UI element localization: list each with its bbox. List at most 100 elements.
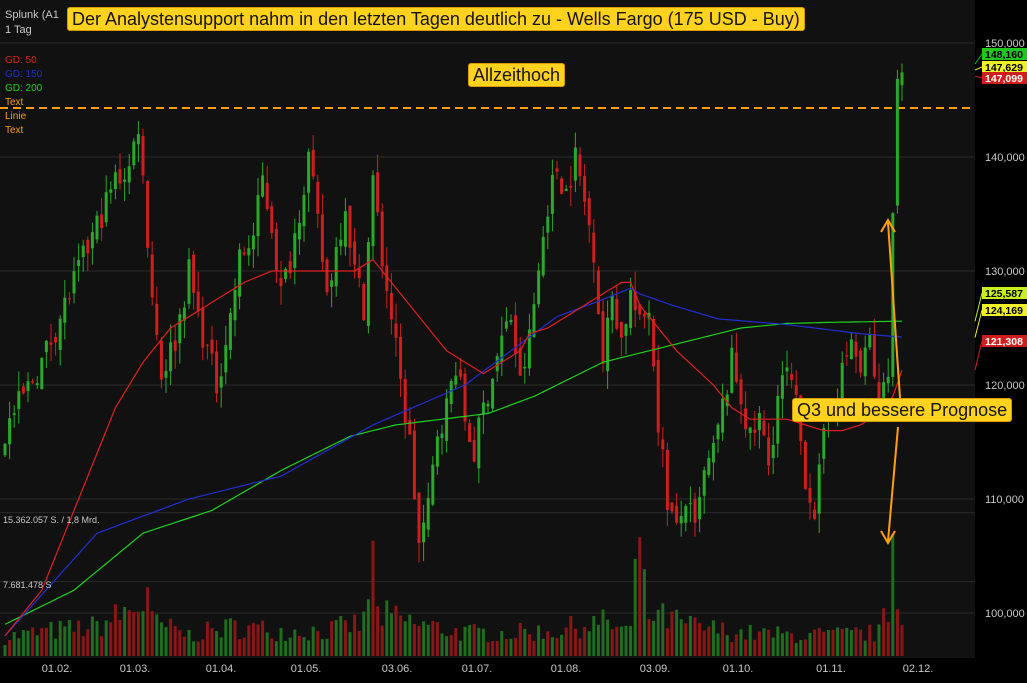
candle-body (357, 268, 361, 278)
candle-body (118, 169, 122, 184)
volume-bar (550, 637, 554, 656)
volume-bar (422, 621, 426, 656)
volume-bar (849, 630, 853, 656)
annotation-arrows (880, 218, 901, 545)
candle-body (196, 291, 200, 312)
volume-bar (357, 630, 361, 656)
volume-bar (780, 633, 784, 656)
volume-bar (261, 620, 265, 656)
volume-bar (408, 614, 412, 656)
volume-bar (44, 627, 48, 656)
candle-body (81, 245, 85, 258)
candle-body (840, 362, 844, 401)
plot-area (0, 0, 975, 658)
candle-body (150, 254, 154, 298)
volume-bar (504, 638, 508, 656)
price-badge-label: 125,587 (985, 288, 1023, 300)
y-tick-label: 120,000 (985, 380, 1025, 392)
volume-bar (343, 620, 347, 656)
candle-body (67, 298, 71, 300)
candle-body (265, 182, 269, 209)
volume-bar (123, 606, 127, 656)
volume-bar (477, 627, 481, 656)
volume-bar (58, 620, 62, 656)
candle-body (49, 342, 53, 345)
candle-body (615, 298, 619, 329)
candle-body (389, 293, 393, 320)
volume-bar (688, 615, 692, 656)
volume-bar (573, 628, 577, 656)
volume-bar (371, 540, 375, 656)
price-badge-bg (982, 72, 1027, 84)
volume-bar (182, 636, 186, 656)
sma150-line (4, 287, 903, 637)
volume-bar (721, 622, 725, 656)
candle-body (882, 382, 886, 398)
x-tick-label: 03.09. (640, 663, 671, 675)
candle-body (343, 211, 347, 247)
volume-bar (532, 640, 536, 656)
price-badge-tick (974, 309, 983, 338)
candle-body (665, 450, 669, 510)
candle-body (500, 335, 504, 363)
candle-body (656, 359, 660, 433)
volume-bar (164, 627, 168, 656)
candle-body (159, 341, 163, 380)
volume-bar (468, 625, 472, 656)
candle-body (136, 134, 140, 145)
price-badge-bg (982, 335, 1027, 347)
candle-body (72, 271, 76, 294)
candle-body (684, 505, 688, 523)
volume-bar (219, 637, 223, 656)
candle-body (371, 175, 375, 247)
volume-bar (187, 629, 191, 656)
volume-bar (284, 641, 288, 656)
volume-bar (836, 627, 840, 656)
volume-bar (638, 537, 642, 656)
headline-banner: Der Analystensupport nahm in den letzten… (67, 7, 805, 31)
volume-bar (555, 637, 559, 656)
candle-body (872, 334, 876, 377)
candle-body (164, 371, 168, 378)
volume-bar (624, 625, 628, 656)
volume-bar (711, 620, 715, 656)
candle-body (297, 222, 301, 240)
candle-body (504, 321, 508, 329)
candle-body (757, 412, 761, 431)
candle-body (895, 78, 899, 206)
volume-bar (734, 634, 738, 656)
volume-bar (776, 626, 780, 656)
candle-body (417, 492, 421, 544)
volume-bar (886, 621, 890, 656)
candle-body (468, 423, 472, 442)
volume-bar (656, 609, 660, 656)
volume-bar (77, 620, 81, 656)
candle-body (463, 373, 467, 422)
candle-body (670, 502, 674, 512)
candle-body (247, 248, 251, 256)
candle-body (44, 340, 48, 353)
symbol-label: Splunk (A1 (5, 9, 59, 21)
volume-bar (863, 640, 867, 656)
candle-body (146, 181, 150, 248)
volume-bar (771, 637, 775, 656)
sma200-line (4, 320, 902, 625)
candle-body (205, 344, 209, 346)
candle-body (780, 375, 784, 399)
volume-bar (279, 628, 283, 656)
candle-body (583, 176, 587, 202)
volume-bar (90, 616, 94, 656)
volume-bar (606, 619, 610, 656)
candle-body (284, 268, 288, 279)
grid-lines (0, 42, 975, 614)
candle-body (514, 315, 518, 354)
volume-bar (104, 620, 108, 656)
volume-bar (63, 626, 67, 656)
volume-bar (201, 639, 205, 656)
volume-bar (366, 599, 370, 656)
price-badge-label: 147,099 (985, 73, 1023, 85)
volume-bar (95, 621, 99, 656)
volume-bar (509, 638, 513, 656)
volume-bar (693, 617, 697, 656)
candle-body (601, 311, 605, 364)
